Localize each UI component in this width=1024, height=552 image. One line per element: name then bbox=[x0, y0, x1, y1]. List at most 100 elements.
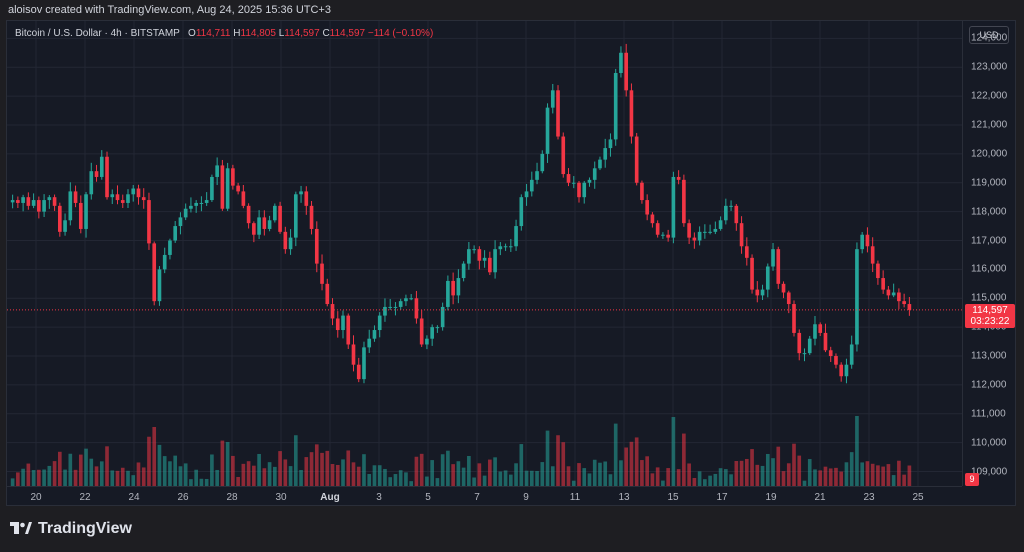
candle-body bbox=[577, 182, 581, 198]
time-tick-label: 19 bbox=[765, 492, 777, 503]
candle-body bbox=[246, 205, 251, 224]
candle-body bbox=[813, 324, 817, 339]
volume-bar bbox=[126, 470, 130, 486]
volume-bar bbox=[860, 462, 865, 486]
candle-body bbox=[189, 205, 193, 209]
open-label: O bbox=[188, 28, 196, 39]
volume-bar bbox=[231, 455, 235, 486]
candle-body bbox=[430, 327, 434, 339]
last-price-value: 114,597 bbox=[972, 304, 1008, 316]
candle-body bbox=[556, 90, 560, 137]
volume-bar bbox=[425, 476, 429, 486]
volume-bar bbox=[262, 468, 267, 486]
volume-bar bbox=[582, 468, 587, 486]
volume-bar bbox=[356, 466, 361, 486]
volume-bar bbox=[367, 474, 372, 486]
volume-bar bbox=[451, 464, 455, 486]
time-axis[interactable]: 20 22 24 26 28 30 Aug 3 5 7 9 11 13 15 17 19 21 23 25 bbox=[7, 486, 962, 507]
volume-bar bbox=[105, 446, 109, 486]
candle-body bbox=[781, 283, 786, 293]
candle-body bbox=[792, 304, 796, 333]
time-tick-label: 3 bbox=[376, 492, 382, 503]
price-tick-label: 109,000 bbox=[971, 466, 1008, 478]
candle-body bbox=[566, 174, 571, 183]
price-tick-label: 117,000 bbox=[971, 235, 1007, 246]
candle-body bbox=[524, 191, 529, 198]
price-tick-label: 110,000 bbox=[971, 437, 1007, 449]
high-label: H bbox=[233, 28, 241, 39]
volume-bar bbox=[199, 478, 204, 486]
volume-bar bbox=[508, 474, 513, 486]
candle-body bbox=[63, 220, 67, 232]
candle-body bbox=[613, 72, 618, 140]
time-tick-label: 23 bbox=[863, 492, 875, 503]
candle-body bbox=[173, 226, 178, 241]
volume-bar bbox=[629, 441, 634, 486]
candle-body bbox=[320, 263, 324, 284]
candle-body bbox=[645, 200, 649, 215]
price-chart[interactable] bbox=[7, 21, 962, 486]
volume-bar bbox=[760, 465, 765, 486]
volume-bar bbox=[755, 464, 760, 486]
candle-body bbox=[498, 246, 503, 250]
candle-body bbox=[472, 249, 476, 251]
candle-body bbox=[283, 231, 288, 250]
volume-bar bbox=[456, 461, 461, 486]
volume-bar bbox=[498, 471, 503, 486]
volume-bar bbox=[645, 456, 649, 486]
candle-body bbox=[68, 191, 73, 221]
candle-body bbox=[839, 364, 844, 377]
price-axis[interactable]: USD 124,000 123,000 122,000 121,000 120,000 1… bbox=[962, 21, 1016, 486]
candle-body bbox=[435, 327, 440, 329]
volume-bar bbox=[414, 456, 419, 486]
candle-body bbox=[545, 107, 550, 154]
volume-bar bbox=[31, 470, 36, 486]
volume-bar bbox=[529, 470, 534, 486]
candle-body bbox=[330, 304, 335, 319]
candle-body bbox=[314, 228, 319, 264]
candle-body bbox=[508, 246, 513, 248]
volume-bar bbox=[687, 463, 691, 486]
candle-body bbox=[309, 205, 314, 229]
tradingview-brand[interactable]: TradingView bbox=[10, 520, 132, 538]
price-tick-label: 118,000 bbox=[971, 206, 1007, 218]
volume-bar bbox=[372, 465, 377, 486]
chart-credit: aloisov created with TradingView.com, Au… bbox=[8, 4, 331, 16]
volume-bar bbox=[204, 478, 209, 486]
time-tick-label: 15 bbox=[667, 492, 679, 503]
candle-body bbox=[765, 266, 770, 290]
high-value: 114,805 bbox=[240, 28, 276, 39]
volume-bar bbox=[273, 466, 277, 486]
volume-bar bbox=[94, 466, 99, 486]
candle-body bbox=[561, 136, 566, 175]
chart-frame[interactable]: Bitcoin / U.S. Dollar · 4h · BITSTAMP O1… bbox=[6, 20, 1016, 506]
candle-body bbox=[199, 202, 204, 204]
candle-body bbox=[629, 90, 634, 137]
candle-body bbox=[304, 191, 309, 206]
candle-body bbox=[398, 301, 403, 307]
candle-body bbox=[37, 200, 41, 212]
candle-body bbox=[807, 338, 812, 354]
volume-bar bbox=[52, 461, 57, 486]
candle-body bbox=[477, 249, 482, 261]
candle-body bbox=[21, 197, 25, 203]
candle-body bbox=[503, 246, 508, 248]
candle-body bbox=[550, 90, 555, 108]
volume-bar bbox=[881, 466, 885, 486]
volume-bar bbox=[26, 463, 31, 486]
candle-body bbox=[834, 356, 838, 365]
volume-bar bbox=[540, 462, 545, 486]
candle-body bbox=[750, 257, 754, 290]
volume-bar bbox=[813, 469, 817, 486]
candle-body bbox=[724, 205, 728, 221]
volume-bar bbox=[467, 455, 471, 486]
volume-bar bbox=[724, 469, 728, 486]
candle-body bbox=[84, 194, 88, 229]
volume-bar bbox=[897, 460, 901, 486]
volume-bar bbox=[592, 459, 597, 486]
volume-bar bbox=[440, 454, 445, 486]
currency-button[interactable]: USD bbox=[969, 26, 1009, 44]
time-tick-label: 13 bbox=[618, 492, 630, 503]
candle-body bbox=[682, 179, 686, 224]
volume-bar bbox=[446, 450, 450, 486]
